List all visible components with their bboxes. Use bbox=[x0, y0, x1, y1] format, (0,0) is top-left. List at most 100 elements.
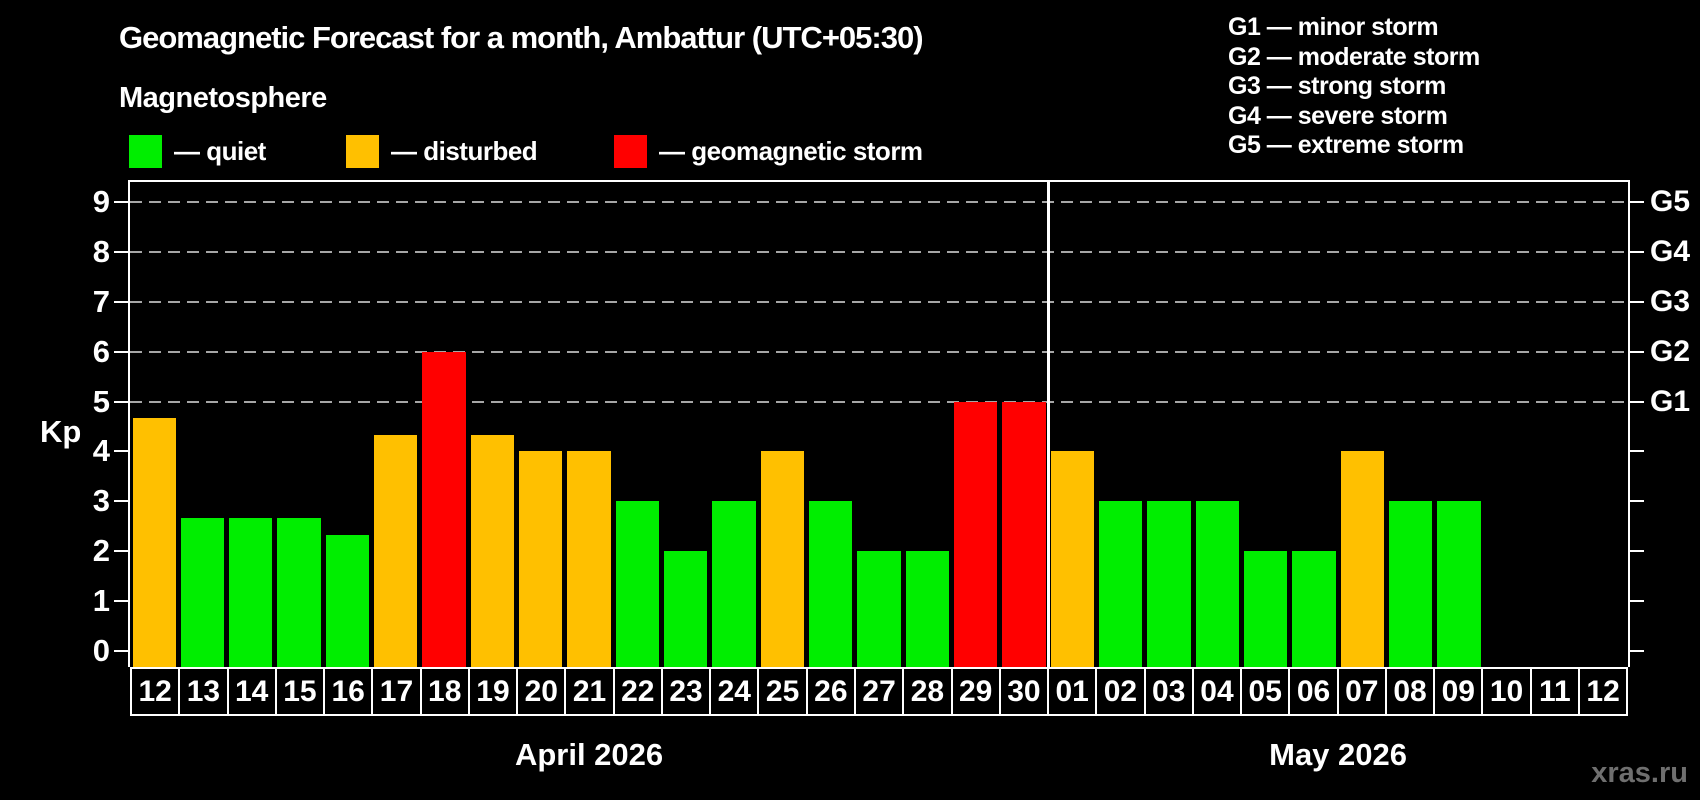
g-axis-tick bbox=[1630, 650, 1644, 652]
g-axis-tick bbox=[1630, 600, 1644, 603]
y-axis-tick bbox=[114, 200, 128, 203]
kp-bar bbox=[1050, 451, 1094, 667]
y-tick-label: 5 bbox=[92, 383, 110, 419]
kp-bar bbox=[1098, 501, 1143, 667]
month-label: April 2026 bbox=[514, 737, 664, 772]
y-axis-tick bbox=[114, 250, 128, 253]
g-scale-legend: G1 — minor storm G2 — moderate storm G3 … bbox=[1228, 13, 1480, 161]
date-cell: 29 bbox=[950, 667, 1001, 716]
kp-bar bbox=[470, 434, 515, 667]
y-tick-label: 8 bbox=[92, 233, 110, 269]
plot-frame-right bbox=[1628, 180, 1630, 667]
g-tick-label: G3 bbox=[1650, 284, 1691, 318]
kp-bar bbox=[519, 451, 563, 667]
y-axis-tick bbox=[114, 600, 128, 603]
legend-item-label: — geomagnetic storm bbox=[659, 135, 923, 166]
date-cell: 18 bbox=[419, 667, 470, 716]
date-cell: 21 bbox=[564, 667, 615, 716]
y-tick-label: 3 bbox=[92, 483, 110, 519]
date-cell: 13 bbox=[178, 667, 229, 716]
y-axis-tick bbox=[114, 550, 128, 553]
gridline bbox=[130, 250, 1628, 253]
g-axis-tick bbox=[1630, 550, 1644, 553]
date-cell: 17 bbox=[371, 667, 422, 716]
date-cell: 27 bbox=[853, 667, 905, 716]
chart-subtitle: Magnetosphere bbox=[119, 82, 327, 114]
y-tick-label: 9 bbox=[92, 183, 110, 219]
kp-bar bbox=[760, 451, 804, 667]
legend-item-quiet: — quiet bbox=[129, 134, 266, 168]
gridline bbox=[130, 200, 1628, 203]
g-axis-tick bbox=[1630, 250, 1644, 253]
date-cell: 05 bbox=[1240, 667, 1291, 716]
g-tick-label: G1 bbox=[1650, 384, 1691, 418]
date-cell: 28 bbox=[902, 667, 953, 716]
gridline bbox=[130, 400, 1628, 403]
kp-bar bbox=[809, 501, 853, 667]
legend-item-disturbed: — disturbed bbox=[346, 134, 538, 168]
kp-bar bbox=[1195, 501, 1239, 667]
g-axis-tick bbox=[1630, 450, 1644, 453]
date-cell: 24 bbox=[709, 667, 760, 716]
g-scale-legend-item: G4 — severe storm bbox=[1228, 101, 1448, 130]
g-tick-label: G4 bbox=[1650, 234, 1691, 268]
kp-bar bbox=[132, 417, 176, 667]
kp-bar bbox=[422, 351, 466, 667]
plot-area bbox=[130, 182, 1628, 667]
date-cell: 26 bbox=[805, 667, 856, 716]
y-axis-tick bbox=[114, 400, 128, 403]
gridline bbox=[130, 300, 1628, 303]
quiet-color-swatch bbox=[129, 134, 162, 168]
y-axis-tick bbox=[114, 450, 128, 453]
date-cell: 12 bbox=[130, 667, 181, 716]
date-cell: 30 bbox=[998, 667, 1050, 716]
kp-bar bbox=[229, 517, 273, 667]
y-axis-tick bbox=[114, 300, 128, 303]
month-label: May 2026 bbox=[1269, 737, 1408, 772]
plot-frame-top bbox=[128, 180, 1630, 182]
y-axis-tick bbox=[114, 500, 128, 503]
plot-frame-left bbox=[128, 180, 130, 667]
date-cell: 14 bbox=[226, 667, 277, 716]
date-cell: 15 bbox=[274, 667, 326, 716]
date-cell: 22 bbox=[612, 667, 663, 716]
date-cell: 16 bbox=[323, 667, 374, 716]
kp-bar bbox=[1292, 551, 1336, 667]
kp-bar bbox=[1437, 501, 1481, 667]
kp-bar bbox=[325, 534, 370, 667]
g-scale-legend-item: G3 — strong storm bbox=[1228, 72, 1446, 100]
date-cell: 04 bbox=[1191, 667, 1243, 716]
kp-bar bbox=[277, 517, 321, 667]
g-scale-legend-item: G5 — extreme storm bbox=[1228, 131, 1464, 159]
kp-bar bbox=[857, 551, 901, 667]
kp-bar bbox=[1388, 501, 1433, 667]
kp-bar bbox=[953, 401, 998, 667]
y-tick-label: 7 bbox=[92, 283, 110, 319]
kp-bar bbox=[1002, 401, 1046, 667]
y-tick-label: 0 bbox=[92, 633, 110, 668]
y-tick-label: 4 bbox=[92, 433, 110, 469]
date-cell: 09 bbox=[1433, 667, 1484, 716]
date-cell: 25 bbox=[757, 667, 808, 716]
date-cell: 08 bbox=[1384, 667, 1436, 716]
legend-item-label: — disturbed bbox=[391, 135, 538, 166]
y-tick-label: 2 bbox=[92, 533, 110, 569]
legend-item-label: — quiet bbox=[174, 135, 266, 166]
date-cell: 10 bbox=[1481, 667, 1532, 716]
date-cell: 20 bbox=[516, 667, 567, 716]
date-cell: 07 bbox=[1336, 667, 1387, 716]
date-cell: 23 bbox=[660, 667, 712, 716]
g-scale-legend-item: G1 — minor storm bbox=[1228, 13, 1439, 41]
g-axis-tick bbox=[1630, 500, 1644, 503]
y-tick-label: 1 bbox=[92, 583, 110, 619]
disturbed-color-swatch bbox=[346, 134, 379, 168]
kp-bar bbox=[615, 501, 660, 667]
date-cell: 01 bbox=[1047, 667, 1098, 716]
chart-title: Geomagnetic Forecast for a month, Ambatt… bbox=[119, 20, 924, 55]
date-cell: 03 bbox=[1143, 667, 1194, 716]
kp-bar bbox=[1340, 451, 1384, 667]
watermark: xras.ru bbox=[1591, 757, 1688, 789]
storm-color-swatch bbox=[614, 134, 647, 168]
g-scale-legend-item: G2 — moderate storm bbox=[1228, 42, 1480, 71]
y-tick-label: 6 bbox=[92, 333, 110, 369]
